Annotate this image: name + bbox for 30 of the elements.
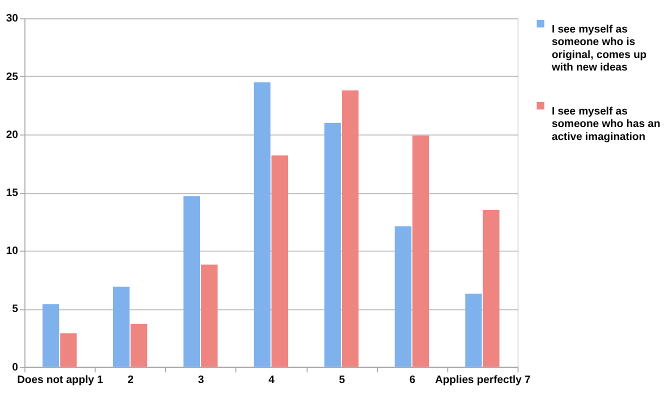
x-tick-label: 4	[268, 374, 274, 386]
bar	[201, 264, 218, 367]
bar	[130, 324, 148, 367]
y-tick-label: 20	[6, 128, 18, 141]
bar	[342, 90, 359, 367]
bar	[183, 196, 200, 367]
x-tick-label: Applies perfectly 7	[435, 374, 531, 386]
bar	[394, 226, 412, 367]
bar	[42, 304, 60, 367]
x-tick-label: 3	[198, 374, 204, 386]
bar	[60, 333, 77, 367]
bar	[324, 122, 341, 367]
x-tick-label: 5	[338, 374, 345, 386]
bar	[482, 210, 500, 367]
x-tick-label: 2	[128, 374, 134, 386]
y-tick-label: 5	[12, 303, 18, 316]
y-tick-label: 10	[6, 245, 18, 258]
bar	[412, 136, 429, 367]
bar	[271, 155, 288, 367]
bar	[112, 286, 130, 367]
bar	[465, 294, 482, 367]
x-tick-label: 6	[409, 374, 416, 386]
y-tick-label: 25	[6, 70, 18, 83]
y-tick-label: 30	[6, 12, 18, 25]
y-tick-label: 0	[12, 361, 18, 374]
legend-label: I see myself as someone who is original, comes up with new ideas	[550, 23, 648, 74]
bar	[254, 82, 270, 367]
y-tick-label: 15	[6, 187, 18, 200]
x-tick-label: Does not apply 1	[17, 374, 104, 386]
legend-label: I see myself as someone who has an active imagination	[552, 105, 660, 143]
